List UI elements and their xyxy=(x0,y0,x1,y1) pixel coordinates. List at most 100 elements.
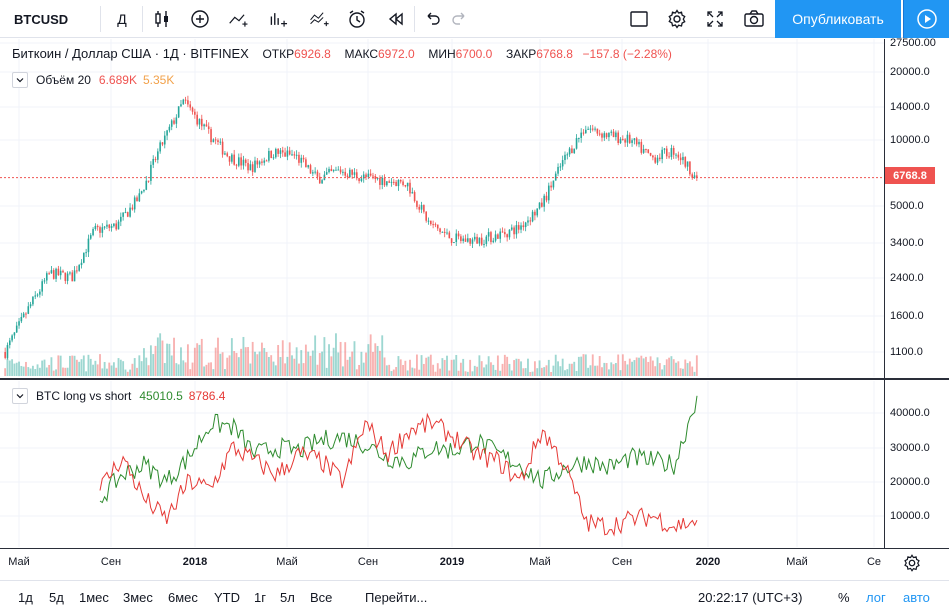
compare-icon[interactable] xyxy=(222,0,256,38)
replay-icon[interactable] xyxy=(380,0,412,38)
expand-icon[interactable] xyxy=(698,0,732,38)
time-tick: 2018 xyxy=(182,556,208,568)
volume-bar xyxy=(638,357,640,376)
volume-bar xyxy=(365,352,367,376)
volume-bar xyxy=(425,357,428,376)
volume-bar xyxy=(610,362,613,376)
percent-scale-toggle[interactable]: % xyxy=(838,589,850,605)
candle-body xyxy=(99,227,101,233)
range-all-button[interactable]: Все xyxy=(310,589,333,605)
volume-bar xyxy=(661,369,664,376)
interval-button[interactable]: Д xyxy=(117,11,127,27)
alert-clock-icon[interactable] xyxy=(340,0,374,38)
candle-body xyxy=(349,169,351,178)
candle-body xyxy=(69,272,71,274)
volume-bar xyxy=(87,354,90,376)
time-tick: 2020 xyxy=(695,556,721,568)
candle-body xyxy=(129,207,131,217)
candle-body xyxy=(189,104,192,108)
candle-body xyxy=(136,197,138,202)
candle-body xyxy=(180,104,182,107)
candle-body xyxy=(200,118,203,127)
range-ytd-button[interactable]: YTD xyxy=(214,589,240,605)
redo-icon[interactable] xyxy=(446,0,474,38)
chart-settings-gear-icon[interactable] xyxy=(898,551,926,575)
gear-icon[interactable] xyxy=(660,0,694,38)
volume-bar xyxy=(159,333,162,376)
add-indicator-icon[interactable] xyxy=(184,0,216,38)
candle-body xyxy=(541,202,543,207)
volume-bar xyxy=(527,358,529,376)
candle-body xyxy=(152,158,155,165)
volume-bar xyxy=(11,359,14,376)
volume-bar xyxy=(126,371,129,376)
clock-timezone[interactable]: 20:22:17 (UTC+3) xyxy=(698,589,803,605)
volume-bar xyxy=(598,356,601,376)
candle-body xyxy=(339,169,342,173)
play-icon[interactable] xyxy=(903,0,949,38)
volume-bar xyxy=(446,355,448,376)
volume-bar xyxy=(399,359,402,376)
volume-bar xyxy=(436,363,439,376)
range-6m-button[interactable]: 6мес xyxy=(168,589,198,605)
candle-body xyxy=(467,238,469,242)
range-1m-button[interactable]: 1мес xyxy=(79,589,109,605)
candle-body xyxy=(117,221,120,230)
indicators-icon[interactable] xyxy=(262,0,296,38)
symbol-search-button[interactable]: BTCUSD xyxy=(14,11,69,27)
volume-bar xyxy=(372,351,374,376)
candle-body xyxy=(480,237,483,245)
candle-body xyxy=(492,240,495,243)
candle-body xyxy=(584,129,587,134)
pane-divider[interactable] xyxy=(0,378,949,380)
range-5y-button[interactable]: 5л xyxy=(280,589,295,605)
templates-icon[interactable] xyxy=(302,0,338,38)
indicator-short-value: 8786.4 xyxy=(188,389,226,403)
camera-icon[interactable] xyxy=(736,0,772,38)
candle-body xyxy=(182,99,185,105)
candle-body xyxy=(473,236,476,240)
candle-body xyxy=(288,150,291,155)
candle-body xyxy=(628,134,631,143)
volume-bar xyxy=(189,369,192,376)
volume-bar xyxy=(589,365,592,376)
volume-bar xyxy=(186,344,189,376)
volume-bar xyxy=(200,338,203,376)
candle-body xyxy=(353,172,356,175)
candle-body xyxy=(564,154,566,161)
chevron-down-icon[interactable] xyxy=(12,388,28,404)
candle-body xyxy=(633,138,636,141)
range-5d-button[interactable]: 5д xyxy=(49,589,64,605)
candle-body xyxy=(631,140,633,143)
range-1y-button[interactable]: 1г xyxy=(254,589,266,605)
volume-bar xyxy=(147,365,150,376)
volume-bar xyxy=(668,357,671,376)
volume-bar xyxy=(295,347,298,376)
volume-ma-value: 5.35K xyxy=(142,73,175,87)
candle-body xyxy=(120,216,122,222)
volume-bar xyxy=(464,371,467,376)
volume-bar xyxy=(284,363,286,376)
volume-bar xyxy=(360,351,363,376)
range-1d-button[interactable]: 1д xyxy=(18,589,33,605)
fullscreen-layout-icon[interactable] xyxy=(622,0,656,38)
chevron-down-icon[interactable] xyxy=(12,72,28,88)
range-3m-button[interactable]: 3мес xyxy=(123,589,153,605)
candle-body xyxy=(605,133,608,138)
undo-icon[interactable] xyxy=(418,0,446,38)
candle-body xyxy=(670,148,673,157)
candle-body xyxy=(524,222,527,228)
volume-bar xyxy=(337,352,340,376)
publish-button[interactable]: Опубликовать xyxy=(775,0,901,38)
candle-body xyxy=(309,165,312,174)
volume-bar xyxy=(686,363,689,376)
candle-body xyxy=(686,161,689,167)
auto-scale-toggle[interactable]: авто xyxy=(903,589,930,605)
volume-bar xyxy=(656,357,659,376)
goto-date-button[interactable]: Перейти... xyxy=(365,589,428,605)
log-scale-toggle[interactable]: лог xyxy=(866,589,886,605)
candles-style-icon[interactable] xyxy=(146,0,178,38)
volume-bar xyxy=(378,350,381,376)
candle-body xyxy=(388,181,390,183)
